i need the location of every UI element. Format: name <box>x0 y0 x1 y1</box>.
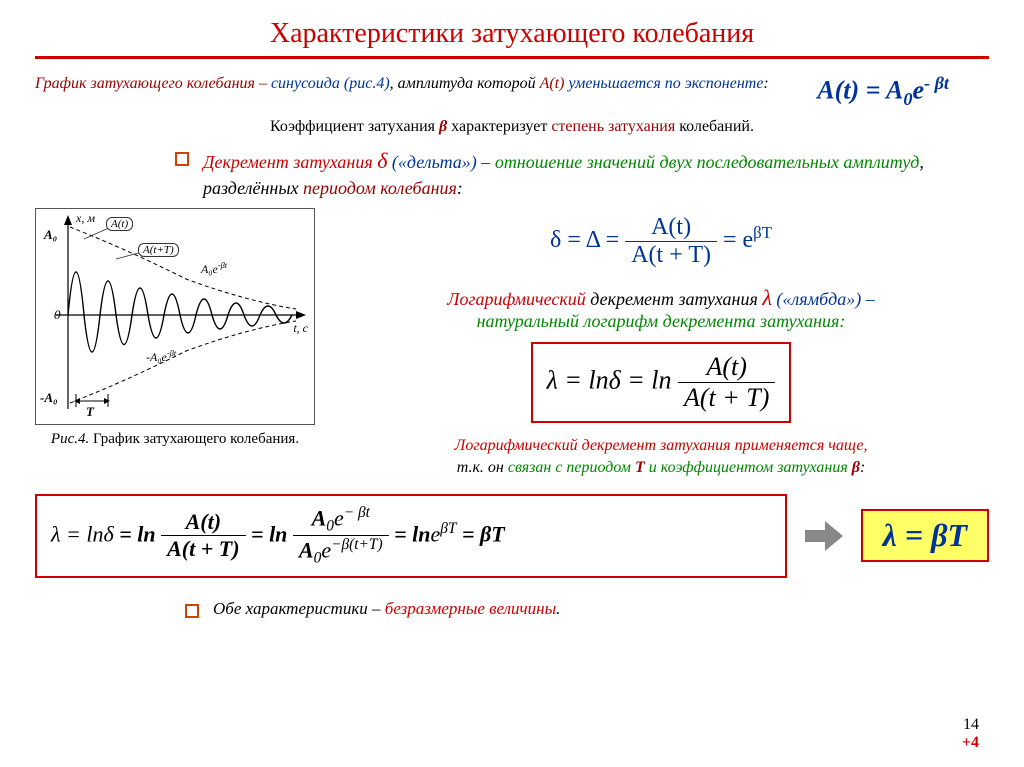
result-box: λ = βT <box>861 509 989 562</box>
title-rule <box>35 56 989 59</box>
content-row: x, м t, с A₀ -A₀ 0 T A(t) A(t+T) A₀e-βt … <box>35 208 989 480</box>
figure-caption: Рис.4. График затухающего колебания. <box>35 431 315 448</box>
formula-derivation: λ = lnδ = ln A(t)A(t + T) = ln A0e− βt A… <box>35 494 787 578</box>
damped-oscillation-svg <box>36 209 314 422</box>
final-row: λ = lnδ = ln A(t)A(t + T) = ln A0e− βt A… <box>35 494 989 578</box>
page-number: 14 +4 <box>962 716 979 752</box>
final-note-block: Обе характеристики – безразмерные величи… <box>185 598 964 621</box>
arrow-icon <box>805 521 843 551</box>
log-decrement-text: Логарифмический декремент затухания λ («… <box>333 285 989 332</box>
note-text: Логарифмический декремент затухания прим… <box>333 435 989 480</box>
graph-figure: x, м t, с A₀ -A₀ 0 T A(t) A(t+T) A₀e-βt … <box>35 208 315 425</box>
intro-text: График затухающего колебания – синусоида… <box>35 73 773 95</box>
formula-lambda-box: λ = lnδ = ln A(t)A(t + T) <box>333 342 989 423</box>
coefficient-line: Коэффициент затухания β характеризует ст… <box>35 118 989 136</box>
formula-amplitude: A(t) = A0e- βt <box>787 73 989 110</box>
bullet-icon <box>185 604 199 618</box>
decrement-block: Декремент затухания δ («дельта») – отнош… <box>175 146 964 200</box>
intro-row: График затухающего колебания – синусоида… <box>35 73 989 110</box>
bullet-icon <box>175 152 189 166</box>
formula-delta: δ = Δ = A(t)A(t + T) = eβT <box>333 214 989 269</box>
page-title: Характеристики затухающего колебания <box>35 18 989 50</box>
